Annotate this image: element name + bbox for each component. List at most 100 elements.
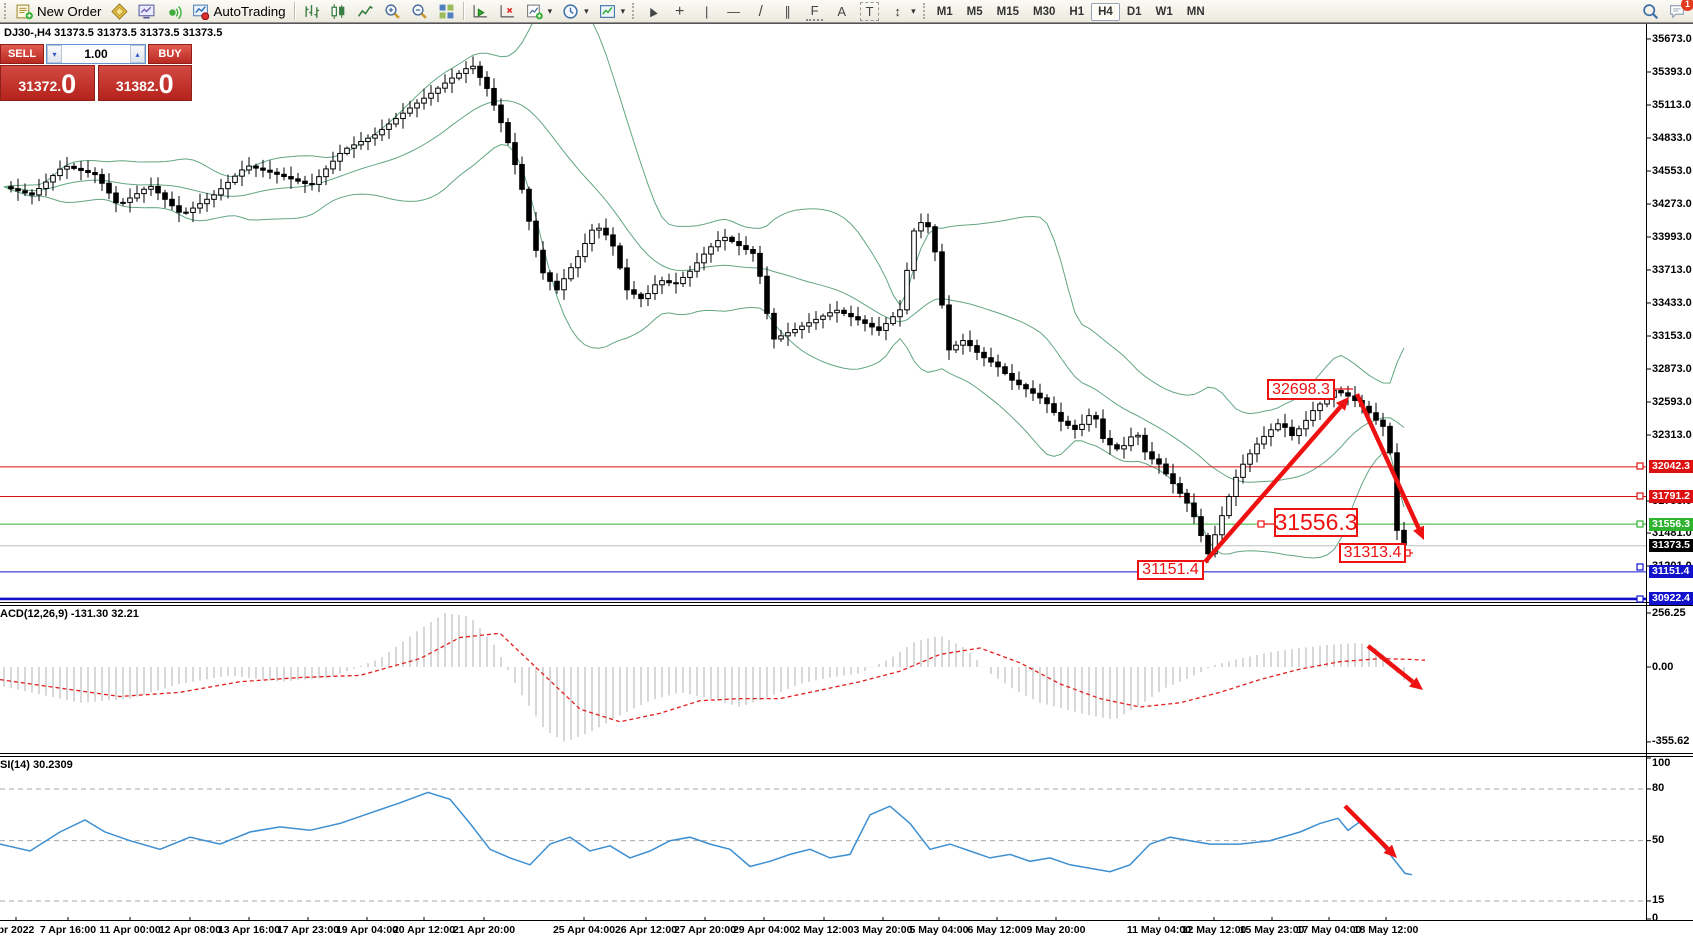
trendline-tool-button[interactable]: / <box>747 1 774 21</box>
vertical-line-tool-button[interactable]: | <box>693 1 720 21</box>
cursor-tool-button[interactable]: ▶ <box>639 1 666 21</box>
one-click-trading-panel: SELL ▾ 1.00 ▴ BUY 31372. 0 31382. 0 <box>0 44 192 101</box>
trend-arrow[interactable] <box>1203 405 1343 564</box>
time-tick: 9 May 20:00 <box>1026 924 1086 936</box>
rsi-line <box>0 791 1413 876</box>
time-tick: 12 Apr 08:00 <box>158 924 222 936</box>
notifications-button[interactable]: 1 <box>1664 0 1693 21</box>
price-badge-31151.4: 31151.4 <box>1649 565 1693 579</box>
channel-tool-button[interactable]: ∥ <box>774 1 801 21</box>
search-button[interactable] <box>1637 1 1664 21</box>
text-tool-button[interactable]: A <box>828 1 855 21</box>
crosshair-tool-button[interactable]: + <box>666 1 693 21</box>
line-anchor-handle[interactable] <box>1636 563 1644 571</box>
macd-panel[interactable] <box>0 613 1426 742</box>
line-chart-button[interactable] <box>352 1 379 21</box>
rsi-scale-tick: 0 <box>1652 911 1659 924</box>
time-tick: pr 2022 <box>0 924 35 936</box>
timeframe-w1[interactable]: W1 <box>1155 6 1173 18</box>
line-anchor-handle[interactable] <box>1636 492 1644 500</box>
fibonacci-tool-button[interactable]: F <box>801 1 828 21</box>
horizontal-line-tool-button[interactable]: — <box>720 1 747 21</box>
trend-arrowhead <box>1413 525 1425 540</box>
time-tick: 6 May 12:00 <box>967 924 1027 936</box>
timeframe-h1[interactable]: H1 <box>1069 6 1085 18</box>
new-order-button[interactable]: New Order <box>11 1 106 21</box>
price-annotation-31151.4[interactable]: 31151.4 <box>1137 560 1204 580</box>
vertical-line-icon: | <box>704 3 709 19</box>
macd-scale-tick: 256.25 <box>1652 606 1686 619</box>
time-tick: 18 May 12:00 <box>1353 924 1419 936</box>
signals-button[interactable] <box>160 1 187 21</box>
sell-price[interactable]: 31372. 0 <box>0 65 95 101</box>
timeframe-m30[interactable]: M30 <box>1033 6 1056 18</box>
deposit-button[interactable] <box>106 1 133 21</box>
periods-button[interactable]: ▾ <box>557 1 594 21</box>
zoom-out-button[interactable] <box>406 1 433 21</box>
trend-arrowhead <box>1335 397 1349 411</box>
dropdown-caret: ▾ <box>584 5 589 16</box>
chart-shift-icon <box>499 3 516 20</box>
trend-arrow[interactable] <box>1366 644 1415 684</box>
zoom-in-button[interactable] <box>379 1 406 21</box>
new-order-icon <box>16 3 33 20</box>
time-tick: 13 Apr 16:00 <box>217 924 281 936</box>
buy-button[interactable]: BUY <box>148 44 192 64</box>
arrows-tool-button[interactable]: ↕ ▾ <box>884 1 921 21</box>
rsi-panel[interactable] <box>0 788 1646 902</box>
tile-windows-button[interactable] <box>433 1 460 21</box>
buy-price[interactable]: 31382. 0 <box>97 65 192 101</box>
trend-arrow[interactable] <box>1343 804 1390 851</box>
cursor-icon: ▶ <box>644 4 660 18</box>
candlestick-chart-button[interactable] <box>325 1 352 21</box>
price-tick: 33713.0 <box>1652 263 1692 276</box>
rsi-scale-tick: 80 <box>1652 782 1665 795</box>
timeframe-h4[interactable]: H4 <box>1091 3 1120 21</box>
line-anchor-handle[interactable] <box>1257 520 1265 528</box>
timeframe-m5[interactable]: M5 <box>966 6 983 18</box>
templates-button[interactable]: ▾ <box>594 1 631 21</box>
trend-arrow[interactable] <box>1355 393 1421 530</box>
autotrading-icon <box>192 3 210 20</box>
main-toolbar: New Order AutoTrading ▾ ▾ ▾ ▶ + | — / ∥ … <box>0 0 1693 23</box>
bollinger-up-band <box>3 24 1405 415</box>
timeframe-mn[interactable]: MN <box>1186 6 1205 18</box>
timeframe-m15[interactable]: M15 <box>996 6 1020 18</box>
market-watch-button[interactable] <box>133 1 160 21</box>
price-annotation-32698.3[interactable]: 32698.3 <box>1267 379 1335 400</box>
candlesticks <box>8 56 1407 563</box>
volume-decrease-button[interactable]: ▾ <box>47 45 62 63</box>
timeframe-d1[interactable]: D1 <box>1126 6 1142 18</box>
line-anchor-handle[interactable] <box>1636 595 1644 603</box>
timeframe-m1[interactable]: M1 <box>936 6 953 18</box>
time-tick: 3 May 20:00 <box>853 924 913 936</box>
tile-windows-icon <box>438 3 455 20</box>
dropdown-caret: ▾ <box>911 5 916 16</box>
volume-spinner: ▾ 1.00 ▴ <box>46 44 146 64</box>
line-anchor-handle[interactable] <box>1636 520 1644 528</box>
chart-shift-button[interactable] <box>494 1 521 21</box>
annotation-arrows[interactable] <box>1203 388 1644 858</box>
new-chart-button[interactable]: ▾ <box>521 1 558 21</box>
time-tick: 20 Apr 12:00 <box>392 924 456 936</box>
bar-chart-button[interactable] <box>298 1 325 21</box>
sell-button[interactable]: SELL <box>0 44 44 64</box>
price-tick: 33153.0 <box>1652 329 1692 342</box>
price-tick: 32873.0 <box>1652 362 1692 375</box>
price-tick: 33993.0 <box>1652 230 1692 243</box>
text-label-tool-button[interactable]: T <box>855 1 884 21</box>
volume-increase-button[interactable]: ▴ <box>130 45 145 63</box>
auto-scroll-button[interactable] <box>467 1 494 21</box>
autotrading-button[interactable]: AutoTrading <box>187 1 290 21</box>
volume-value[interactable]: 1.00 <box>84 47 108 61</box>
auto-scroll-icon <box>472 3 489 20</box>
line-anchor-handle[interactable] <box>1636 462 1644 470</box>
price-annotation-31313.4[interactable]: 31313.4 <box>1339 543 1406 563</box>
price-annotation-31556.3[interactable]: 31556.3 <box>1274 508 1358 537</box>
main-price-panel[interactable] <box>0 0 1646 601</box>
trend-arrowhead <box>1383 844 1397 858</box>
clock-icon <box>562 3 579 20</box>
time-tick: 11 Apr 00:00 <box>99 924 161 936</box>
